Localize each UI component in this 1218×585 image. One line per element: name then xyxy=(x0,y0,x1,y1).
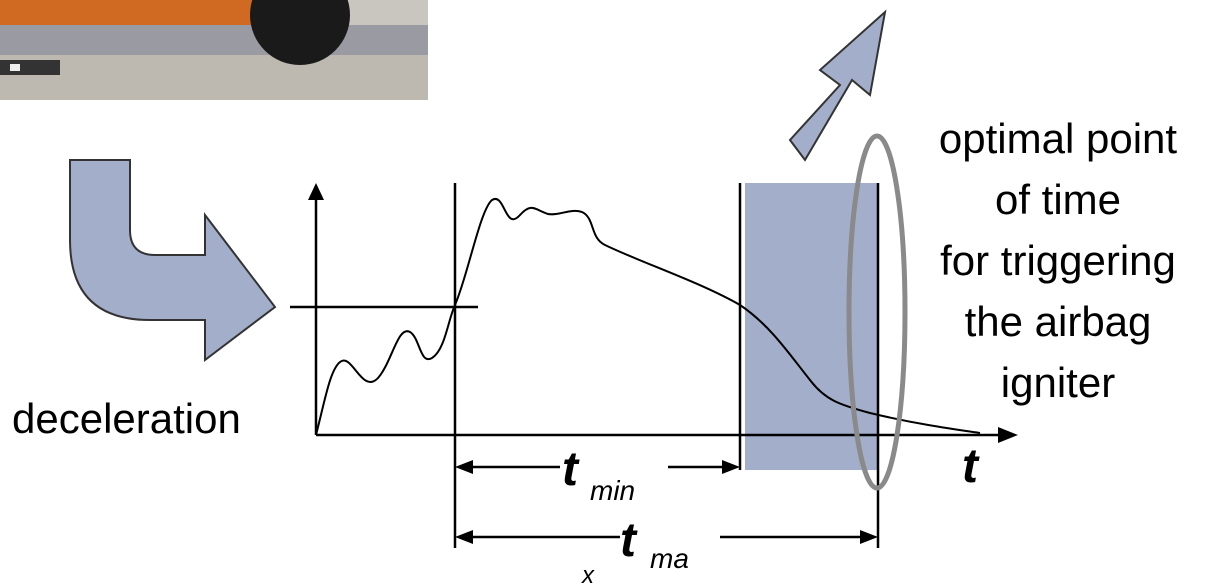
crash-test-photo xyxy=(0,0,428,100)
t-min-symbol: t xyxy=(562,443,580,496)
t-max-symbol: t xyxy=(620,514,638,567)
y-axis-label: deceleration xyxy=(12,395,241,442)
annotation: optimal point of time for triggering the… xyxy=(939,115,1177,406)
x-axis-label: t xyxy=(962,440,980,493)
annotation-line: the airbag xyxy=(965,298,1152,345)
annotation-line: optimal point xyxy=(939,115,1177,162)
arrowheads xyxy=(308,183,1018,544)
annotation-line: for triggering xyxy=(940,237,1176,284)
annotation-line: igniter xyxy=(1001,359,1115,406)
t-max-subscript: ma xyxy=(650,543,689,574)
diagram: deceleration t t min t ma x optimal poin… xyxy=(0,0,1218,585)
deceleration-curve xyxy=(316,199,980,435)
curved-arrow xyxy=(70,160,275,360)
t-min-subscript: min xyxy=(590,475,635,506)
t-max-subscript-overflow: x xyxy=(581,562,595,585)
axes xyxy=(290,183,1000,548)
annotation-line: of time xyxy=(995,176,1121,223)
